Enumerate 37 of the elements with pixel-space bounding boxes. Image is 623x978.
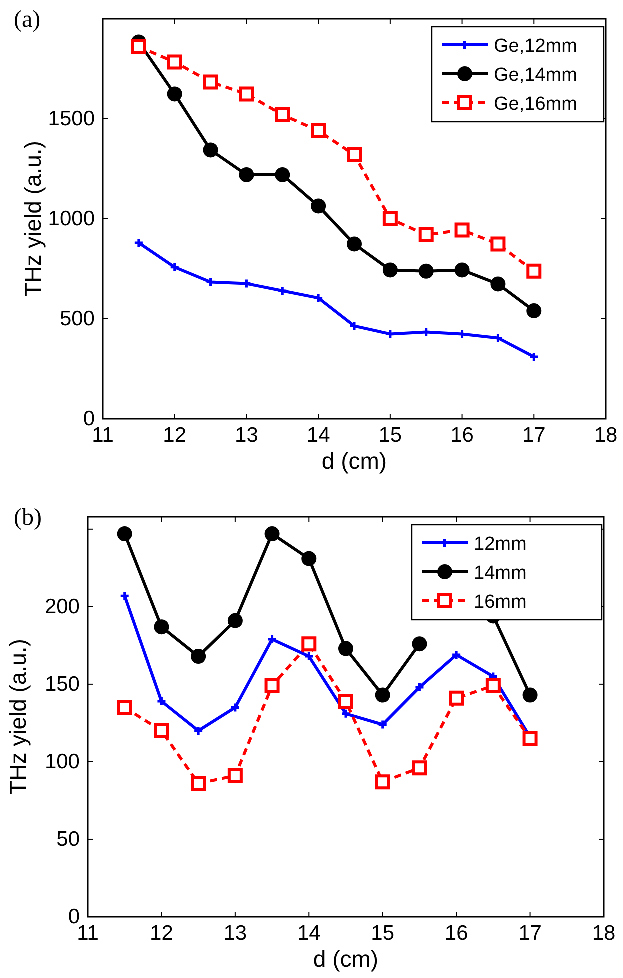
y-axis-title: THz yield (a.u.) xyxy=(5,639,31,795)
x-tick-label: 11 xyxy=(92,424,114,447)
y-tick-label: 500 xyxy=(60,308,95,331)
legend-label: Ge,12mm xyxy=(494,36,578,57)
x-tick-label: 18 xyxy=(594,424,618,447)
y-tick-label: 150 xyxy=(44,673,80,696)
y-tick-label: 200 xyxy=(44,596,80,619)
y-tick-label: 100 xyxy=(44,750,80,774)
x-tick-label: 13 xyxy=(224,922,248,945)
x-axis-title: d (cm) xyxy=(322,448,388,474)
x-tick-label: 16 xyxy=(444,922,468,945)
x-tick-label: 18 xyxy=(592,922,616,945)
x-tick-label: 17 xyxy=(518,922,542,945)
legend-label: Ge,16mm xyxy=(494,94,578,115)
x-tick-label: 14 xyxy=(297,922,322,945)
y-tick-label: 50 xyxy=(56,828,80,852)
y-axis-title: THz yield (a.u.) xyxy=(20,141,46,297)
x-tick-label: 12 xyxy=(163,424,187,447)
legend-label: 14mm xyxy=(474,563,527,584)
y-tick-label: 1500 xyxy=(48,108,95,131)
legend-label: 12mm xyxy=(474,534,527,555)
legend-label: 16mm xyxy=(474,592,527,613)
x-tick-label: 12 xyxy=(150,922,174,945)
x-tick-label: 15 xyxy=(371,922,395,945)
x-tick-label: 11 xyxy=(77,922,99,945)
chart-title: (b) xyxy=(14,505,42,531)
y-tick-label: 0 xyxy=(83,408,95,431)
x-tick-label: 13 xyxy=(235,424,258,447)
x-tick-label: 17 xyxy=(522,424,546,447)
x-tick-label: 16 xyxy=(450,424,474,447)
y-tick-label: 0 xyxy=(68,906,80,929)
x-tick-label: 15 xyxy=(378,424,402,447)
y-tick-label: 1000 xyxy=(48,208,95,231)
x-axis-title: d (cm) xyxy=(313,946,379,972)
legend-label: Ge,14mm xyxy=(494,65,578,86)
x-tick-label: 14 xyxy=(306,424,331,447)
chart-title: (a) xyxy=(14,7,41,33)
